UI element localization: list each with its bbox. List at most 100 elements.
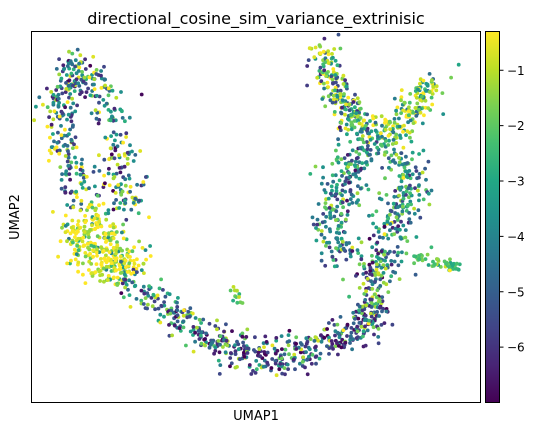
- scatter-point: [340, 337, 345, 342]
- scatter-point: [242, 344, 246, 348]
- scatter-point: [321, 62, 326, 67]
- scatter-point: [402, 123, 406, 128]
- scatter-point: [328, 213, 333, 218]
- scatter-point: [357, 304, 362, 309]
- scatter-point: [65, 159, 70, 164]
- scatter-point: [389, 274, 394, 279]
- scatter-point: [242, 350, 246, 355]
- scatter-point: [366, 144, 370, 148]
- scatter-point: [83, 251, 88, 255]
- scatter-point: [292, 352, 297, 357]
- scatter-point: [111, 207, 116, 212]
- scatter-point: [315, 75, 320, 80]
- scatter-point: [77, 61, 81, 66]
- scatter-point: [374, 267, 379, 272]
- scatter-point: [102, 256, 107, 261]
- scatter-point: [55, 84, 60, 89]
- scatter-point: [448, 257, 452, 262]
- scatter-point: [341, 73, 346, 78]
- scatter-point: [48, 135, 52, 140]
- scatter-point: [383, 117, 388, 122]
- scatter-point: [341, 328, 346, 333]
- scatter-point: [391, 201, 396, 206]
- scatter-point: [345, 198, 349, 203]
- scatter-point: [330, 188, 334, 193]
- scatter-point: [71, 83, 75, 88]
- scatter-point: [103, 236, 107, 241]
- scatter-point: [78, 172, 83, 177]
- scatter-point: [388, 120, 392, 125]
- scatter-point: [120, 281, 125, 286]
- scatter-point: [95, 253, 99, 258]
- scatter-point: [331, 70, 336, 74]
- scatter-point: [319, 79, 324, 84]
- scatter-point: [300, 360, 305, 364]
- scatter-point: [339, 220, 344, 225]
- scatter-point: [383, 258, 387, 263]
- scatter-point: [369, 297, 374, 302]
- scatter-point: [376, 134, 380, 139]
- scatter-point: [418, 98, 423, 102]
- scatter-point: [344, 257, 349, 262]
- scatter-point: [355, 248, 360, 253]
- scatter-point: [335, 322, 340, 327]
- scatter-point: [109, 152, 114, 157]
- scatter-point: [62, 133, 67, 138]
- scatter-point: [388, 222, 393, 226]
- scatter-point: [322, 68, 327, 73]
- scatter-point: [225, 343, 230, 348]
- scatter-point: [104, 253, 108, 258]
- scatter-point: [57, 72, 62, 77]
- scatter-point: [91, 248, 95, 253]
- scatter-point: [221, 345, 225, 349]
- scatter-point: [246, 346, 251, 351]
- scatter-point: [328, 191, 333, 196]
- scatter-point: [308, 337, 313, 341]
- scatter-point: [111, 176, 116, 181]
- scatter-point: [291, 357, 296, 362]
- scatter-point: [273, 361, 278, 366]
- scatter-point: [106, 86, 111, 91]
- scatter-point: [394, 132, 399, 137]
- scatter-point: [409, 139, 414, 144]
- scatter-point: [386, 201, 390, 206]
- scatter-point: [59, 136, 64, 141]
- scatter-point: [330, 77, 335, 82]
- scatter-point: [321, 165, 325, 170]
- scatter-point: [51, 100, 56, 105]
- scatter-point: [186, 309, 191, 314]
- scatter-point: [325, 344, 329, 348]
- scatter-point: [175, 313, 180, 317]
- scatter-point: [301, 355, 306, 360]
- scatter-point: [134, 266, 139, 271]
- scatter-point: [425, 252, 430, 257]
- scatter-point: [330, 173, 335, 178]
- scatter-point: [128, 143, 132, 148]
- scatter-point: [353, 105, 357, 110]
- scatter-point: [48, 109, 53, 114]
- scatter-point: [319, 181, 324, 186]
- scatter-point: [344, 107, 348, 112]
- scatter-point: [356, 316, 361, 321]
- scatter-point: [110, 231, 114, 236]
- scatter-point: [335, 182, 339, 187]
- scatter-point: [84, 90, 89, 94]
- scatter-point: [76, 269, 80, 274]
- scatter-point: [114, 95, 119, 100]
- scatter-point: [63, 190, 68, 195]
- scatter-point: [318, 51, 323, 56]
- scatter-point: [417, 198, 421, 203]
- scatter-point: [377, 227, 381, 232]
- scatter-point: [217, 350, 222, 355]
- scatter-point: [124, 265, 128, 270]
- scatter-point: [262, 345, 266, 349]
- scatter-point: [233, 349, 238, 354]
- scatter-point: [331, 93, 336, 98]
- scatter-point: [375, 310, 379, 314]
- scatter-point: [376, 230, 381, 234]
- scatter-point: [369, 314, 374, 319]
- scatter-point: [347, 202, 351, 207]
- scatter-point: [278, 362, 283, 366]
- scatter-point: [333, 173, 338, 178]
- scatter-point: [423, 98, 428, 103]
